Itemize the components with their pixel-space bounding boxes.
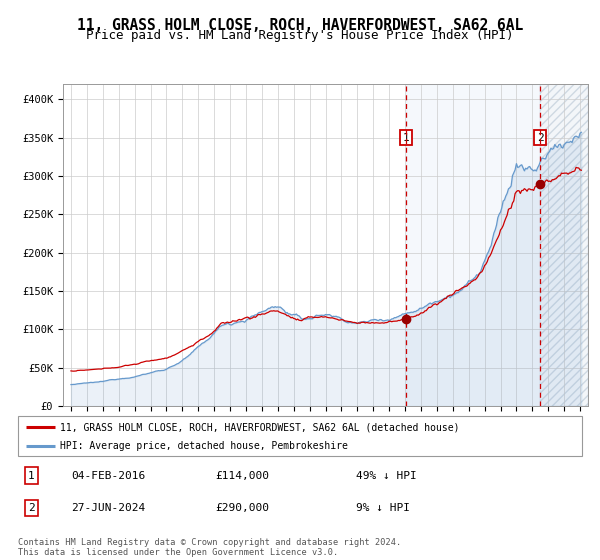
Text: 1: 1 [403,133,410,143]
Text: £290,000: £290,000 [215,503,269,513]
Text: 27-JUN-2024: 27-JUN-2024 [71,503,146,513]
Text: 9% ↓ HPI: 9% ↓ HPI [356,503,410,513]
Text: 11, GRASS HOLM CLOSE, ROCH, HAVERFORDWEST, SA62 6AL: 11, GRASS HOLM CLOSE, ROCH, HAVERFORDWES… [77,18,523,33]
Text: £114,000: £114,000 [215,470,269,480]
Text: Contains HM Land Registry data © Crown copyright and database right 2024.
This d: Contains HM Land Registry data © Crown c… [18,538,401,557]
Text: 11, GRASS HOLM CLOSE, ROCH, HAVERFORDWEST, SA62 6AL (detached house): 11, GRASS HOLM CLOSE, ROCH, HAVERFORDWES… [60,422,460,432]
Text: 04-FEB-2016: 04-FEB-2016 [71,470,146,480]
Bar [540,84,588,406]
Text: 2: 2 [537,133,544,143]
Bar [406,84,540,406]
FancyBboxPatch shape [18,416,582,456]
Text: Price paid vs. HM Land Registry's House Price Index (HPI): Price paid vs. HM Land Registry's House … [86,29,514,42]
Text: 2: 2 [28,503,35,513]
Text: HPI: Average price, detached house, Pembrokeshire: HPI: Average price, detached house, Pemb… [60,441,348,451]
Text: 49% ↓ HPI: 49% ↓ HPI [356,470,417,480]
Text: 1: 1 [28,470,35,480]
